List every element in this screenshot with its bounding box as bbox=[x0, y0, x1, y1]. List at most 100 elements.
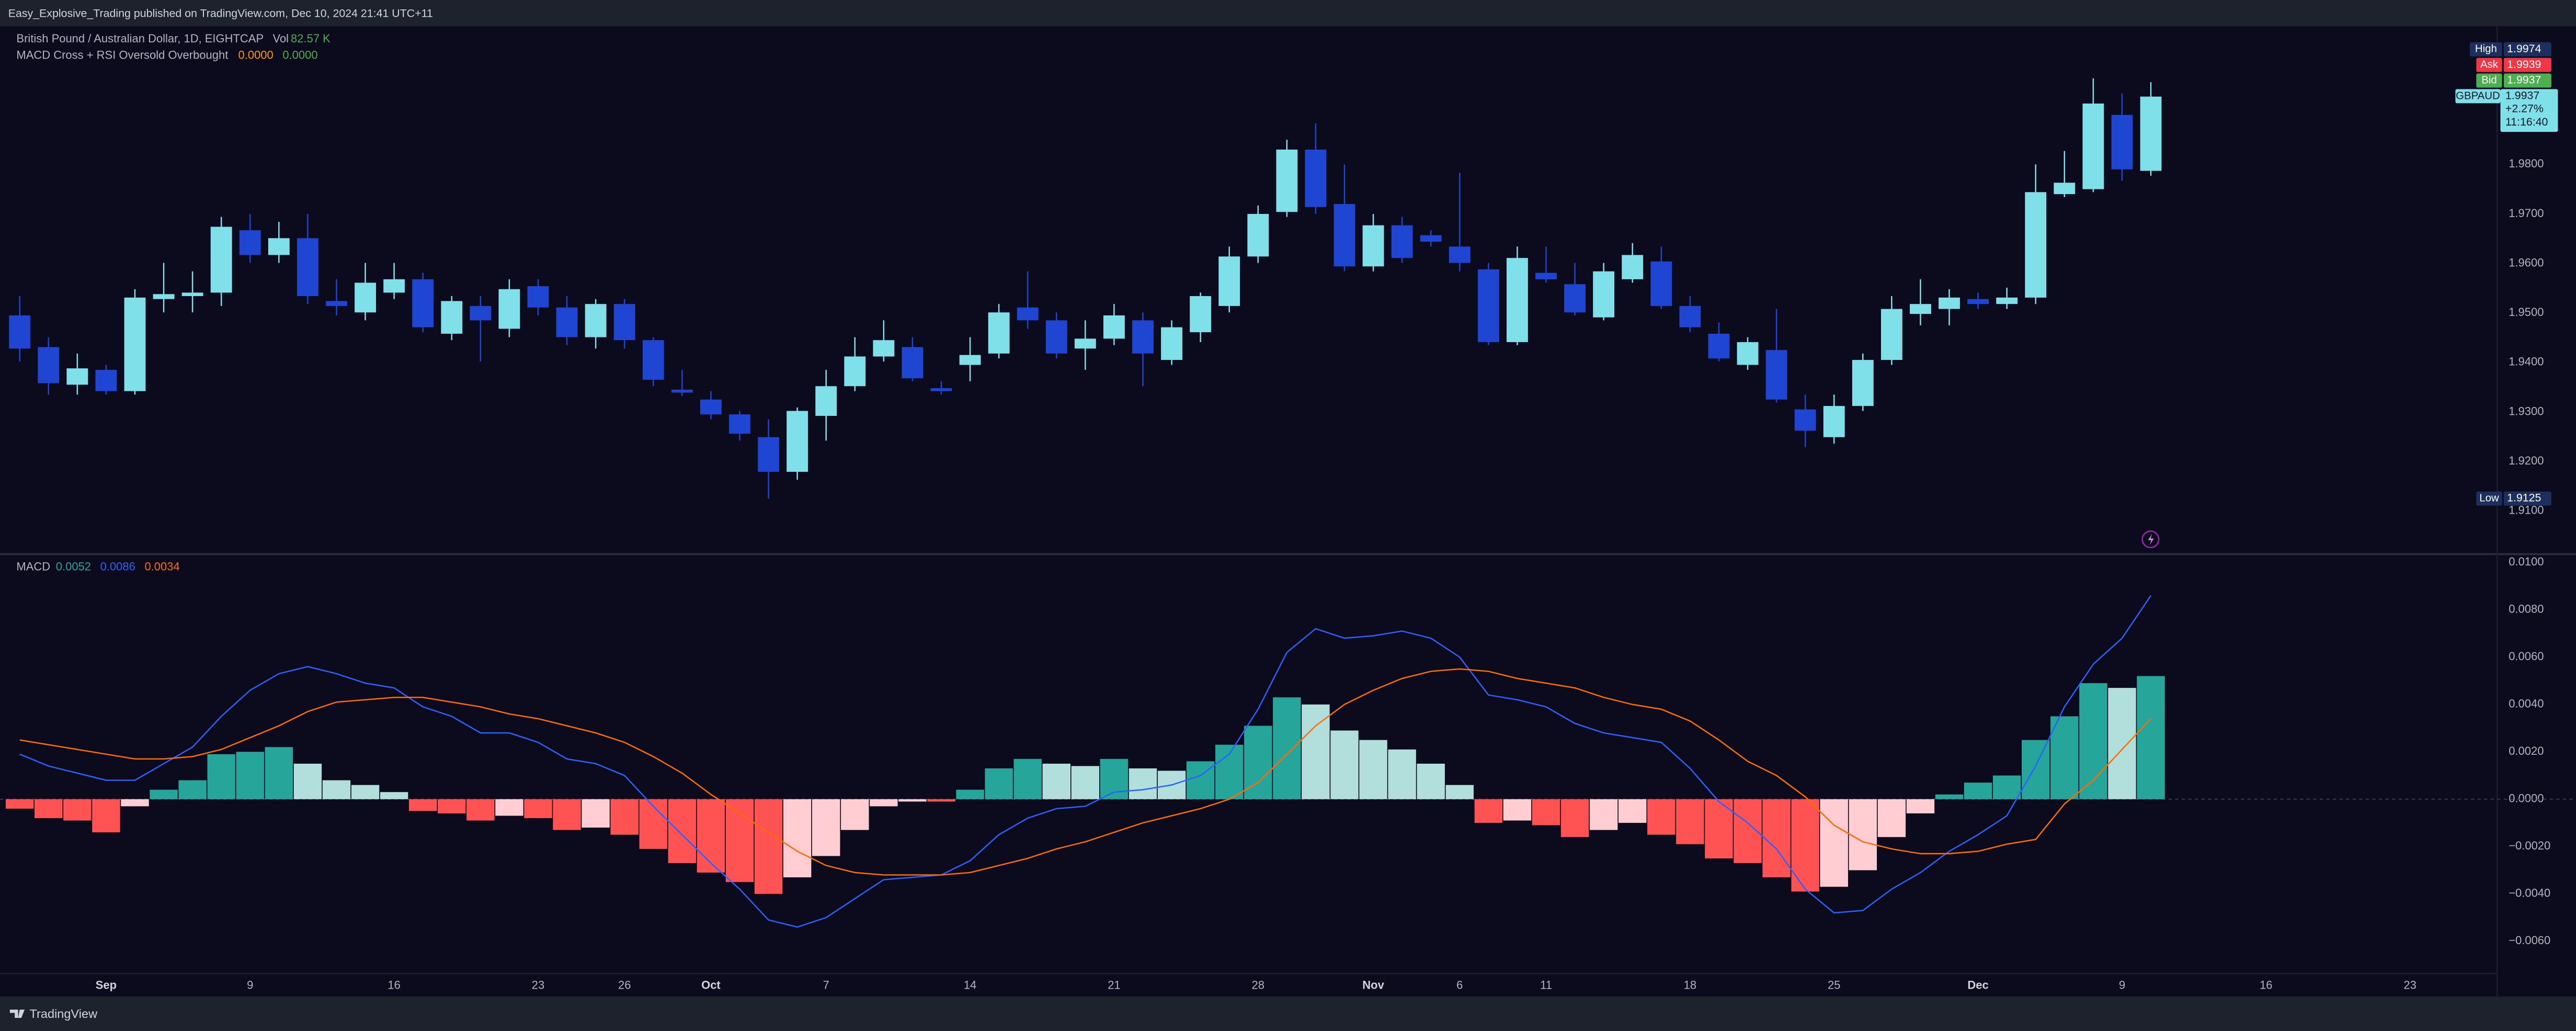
candle-body bbox=[642, 340, 664, 380]
x-tick-label: 23 bbox=[2403, 978, 2416, 991]
lightning-icon[interactable] bbox=[2141, 530, 2160, 549]
tag-time: 11:16:40 bbox=[2505, 116, 2548, 128]
y-tick-label: 0.0040 bbox=[2509, 697, 2544, 710]
candle-body bbox=[1305, 149, 1327, 207]
logo-mark bbox=[9, 1010, 25, 1018]
candle-body bbox=[758, 437, 779, 472]
y-tick-label: 0.0000 bbox=[2509, 792, 2544, 805]
candle-body bbox=[1449, 246, 1471, 263]
candle-body bbox=[66, 368, 88, 385]
candle-body bbox=[2054, 183, 2076, 195]
legend-value: 0.0086 bbox=[100, 560, 135, 573]
candle-body bbox=[1507, 258, 1528, 343]
histogram-bar bbox=[697, 799, 725, 873]
candle-body bbox=[959, 355, 981, 365]
histogram-bar bbox=[1417, 763, 1445, 799]
histogram-bar bbox=[35, 799, 63, 819]
histogram-bar bbox=[668, 799, 697, 864]
histogram-bar bbox=[150, 789, 178, 799]
histogram-bar bbox=[1013, 758, 1042, 799]
y-tick-label: 0.0100 bbox=[2509, 555, 2544, 568]
candle-body bbox=[153, 294, 175, 299]
candle-body bbox=[1910, 304, 1931, 314]
candle-body bbox=[787, 411, 808, 472]
brand-logo[interactable]: TradingView bbox=[9, 1007, 98, 1021]
candle-body bbox=[1679, 305, 1701, 327]
tag-name: High bbox=[2475, 43, 2497, 55]
tag-value: 1.9937 bbox=[2505, 89, 2539, 102]
x-tick-label: 7 bbox=[823, 978, 829, 991]
y-tick-label: −0.0060 bbox=[2509, 934, 2550, 947]
histogram-bar bbox=[2137, 676, 2165, 799]
macd-title: MACD bbox=[16, 560, 50, 573]
histogram-bar bbox=[2108, 688, 2136, 799]
histogram-bar bbox=[1042, 763, 1070, 799]
histogram-bar bbox=[1820, 799, 1848, 887]
tag-value-box bbox=[2503, 491, 2551, 506]
candle-body bbox=[1852, 360, 1874, 406]
histogram-bar bbox=[322, 780, 351, 799]
icon-bolt bbox=[2148, 534, 2154, 546]
histogram-bar bbox=[783, 799, 812, 878]
tag-name-box bbox=[2470, 42, 2502, 56]
histogram-bar bbox=[409, 799, 437, 811]
y-tick-label: 0.0060 bbox=[2509, 650, 2544, 663]
histogram-bar bbox=[1906, 799, 1935, 813]
histogram-bar bbox=[1532, 799, 1560, 825]
candle-body bbox=[297, 238, 318, 297]
candle-body bbox=[38, 347, 60, 383]
x-tick-label: 6 bbox=[1456, 978, 1463, 991]
histogram-bar bbox=[351, 785, 380, 799]
histogram-bar bbox=[63, 799, 92, 821]
candle-body bbox=[700, 399, 722, 415]
histogram-bar bbox=[178, 780, 207, 799]
candle-body bbox=[1190, 296, 1212, 333]
tag-change: +2.27% bbox=[2505, 103, 2544, 115]
candle-body bbox=[1708, 333, 1730, 359]
candle-body bbox=[1391, 225, 1413, 258]
candle-body bbox=[1737, 342, 1759, 365]
candle-body bbox=[729, 414, 750, 434]
x-tick-label: 11 bbox=[1540, 978, 1552, 991]
tag-value: 1.9939 bbox=[2507, 58, 2541, 71]
histogram-bar bbox=[1849, 799, 1877, 870]
histogram-bar bbox=[1359, 740, 1387, 799]
candle-body bbox=[124, 297, 146, 391]
histogram-bar bbox=[898, 799, 927, 802]
candle-body bbox=[1564, 284, 1586, 313]
indicator-value: 0.0000 bbox=[282, 49, 317, 62]
x-tick-label: 28 bbox=[1252, 978, 1264, 991]
indicator-line bbox=[19, 595, 2152, 928]
histogram-bar bbox=[466, 799, 495, 821]
candle-body bbox=[671, 389, 693, 393]
x-tick-label: 21 bbox=[1108, 978, 1120, 991]
histogram-bar bbox=[524, 799, 552, 819]
indicator-line bbox=[19, 668, 2151, 876]
indicator-value: 0.0000 bbox=[238, 49, 273, 62]
histogram-bar bbox=[553, 799, 581, 830]
histogram-bar bbox=[293, 763, 322, 799]
candle-body bbox=[95, 370, 117, 391]
candle-body bbox=[181, 292, 203, 297]
candle-body bbox=[268, 238, 290, 255]
candle-body bbox=[1017, 307, 1039, 321]
brand-name: TradingView bbox=[30, 1007, 98, 1021]
histogram-bar bbox=[1560, 799, 1589, 837]
tag-name: Ask bbox=[2480, 59, 2499, 71]
tag-name-box bbox=[2476, 58, 2502, 72]
histogram-bar bbox=[92, 799, 120, 833]
x-tick-label: 26 bbox=[618, 978, 631, 991]
histogram-bar bbox=[1762, 799, 1791, 878]
tag-name-box bbox=[2455, 89, 2501, 104]
candle-body bbox=[1880, 309, 1902, 360]
symbol-title: British Pound / Australian Dollar, 1D, E… bbox=[16, 32, 264, 45]
candle-body bbox=[1765, 350, 1787, 400]
candle-body bbox=[1650, 261, 1672, 306]
tag-name-box bbox=[2476, 491, 2502, 506]
histogram-bar bbox=[1273, 697, 1301, 799]
candle-body bbox=[930, 388, 952, 391]
x-tick-label: 18 bbox=[1684, 978, 1696, 991]
candle-body bbox=[1333, 204, 1355, 267]
